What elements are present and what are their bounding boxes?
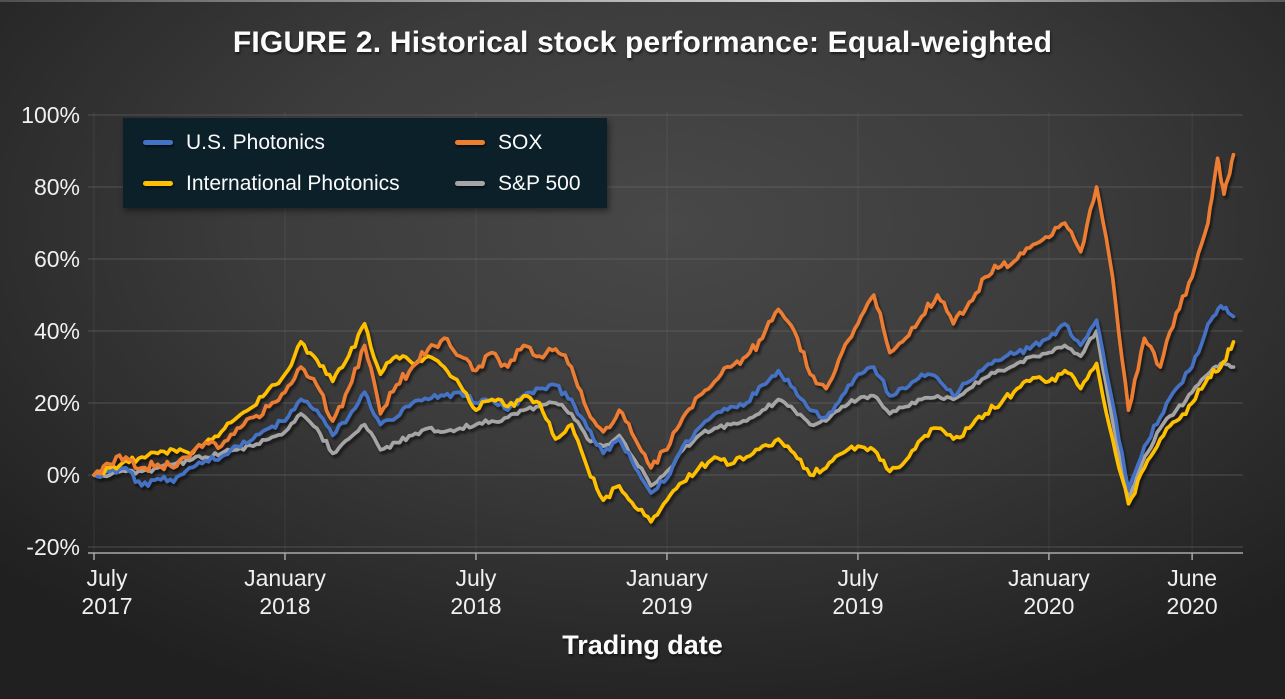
- series-line-s-p-500: [92, 329, 1236, 502]
- y-tick-label: 80%: [34, 174, 80, 200]
- x-tick-label-year: 2020: [1023, 593, 1074, 619]
- y-tick-label: 0%: [47, 462, 80, 488]
- series-line-sox: [92, 152, 1236, 477]
- chart-legend: U.S. Photonics International Photonics SOX…: [123, 118, 607, 208]
- x-tick-label-month: July: [87, 565, 128, 591]
- y-tick-label: 60%: [34, 246, 80, 272]
- x-tick-label-year: 2018: [450, 593, 501, 619]
- x-tick-label-month: January: [244, 565, 326, 591]
- legend-item-international-photonics: International Photonics: [143, 172, 455, 196]
- legend-label-international-photonics: International Photonics: [186, 171, 400, 195]
- x-axis: July2017January2018July2018January2019Ju…: [81, 552, 1243, 619]
- legend-item-s-p-500: S&P 500: [455, 172, 607, 196]
- legend-item-sox: SOX: [455, 131, 607, 155]
- legend-swatch-s-p-500: [455, 181, 485, 186]
- x-tick-label-month: June: [1167, 565, 1217, 591]
- legend-swatch-sox: [455, 140, 485, 145]
- x-tick-label-month: July: [456, 565, 497, 591]
- legend-label-u-s-photonics: U.S. Photonics: [186, 130, 325, 154]
- y-tick-label: 20%: [34, 390, 80, 416]
- x-tick-label-year: 2018: [259, 593, 310, 619]
- series-line-u-s-photonics: [92, 304, 1236, 495]
- horizontal-gridlines: [88, 114, 1243, 548]
- y-tick-label: 100%: [21, 102, 80, 128]
- legend-item-u-s-photonics: U.S. Photonics: [143, 131, 455, 155]
- x-tick-label-month: July: [837, 565, 878, 591]
- chart-title: FIGURE 2. Historical stock performance: …: [232, 26, 1053, 59]
- y-tick-label: 40%: [34, 318, 80, 344]
- series-lines: [92, 152, 1236, 524]
- x-tick-label-year: 2019: [832, 593, 883, 619]
- x-tick-label-month: January: [626, 565, 708, 591]
- legend-swatch-international-photonics: [143, 181, 173, 186]
- slide-top-edge: [0, 0, 1285, 2]
- legend-label-s-p-500: S&P 500: [498, 171, 581, 195]
- legend-label-sox: SOX: [498, 130, 543, 154]
- y-axis-labels: 100% 80% 60% 40% 20% 0% -20%: [21, 102, 80, 560]
- legend-swatch-u-s-photonics: [143, 140, 173, 145]
- x-tick-label-month: January: [1008, 565, 1090, 591]
- series-line-international-photonics: [92, 322, 1236, 524]
- x-axis-title: Trading date: [562, 630, 723, 660]
- y-tick-label: -20%: [26, 534, 80, 560]
- x-tick-label-year: 2019: [641, 593, 692, 619]
- x-tick-label-year: 2017: [81, 593, 132, 619]
- x-tick-label-year: 2020: [1167, 593, 1218, 619]
